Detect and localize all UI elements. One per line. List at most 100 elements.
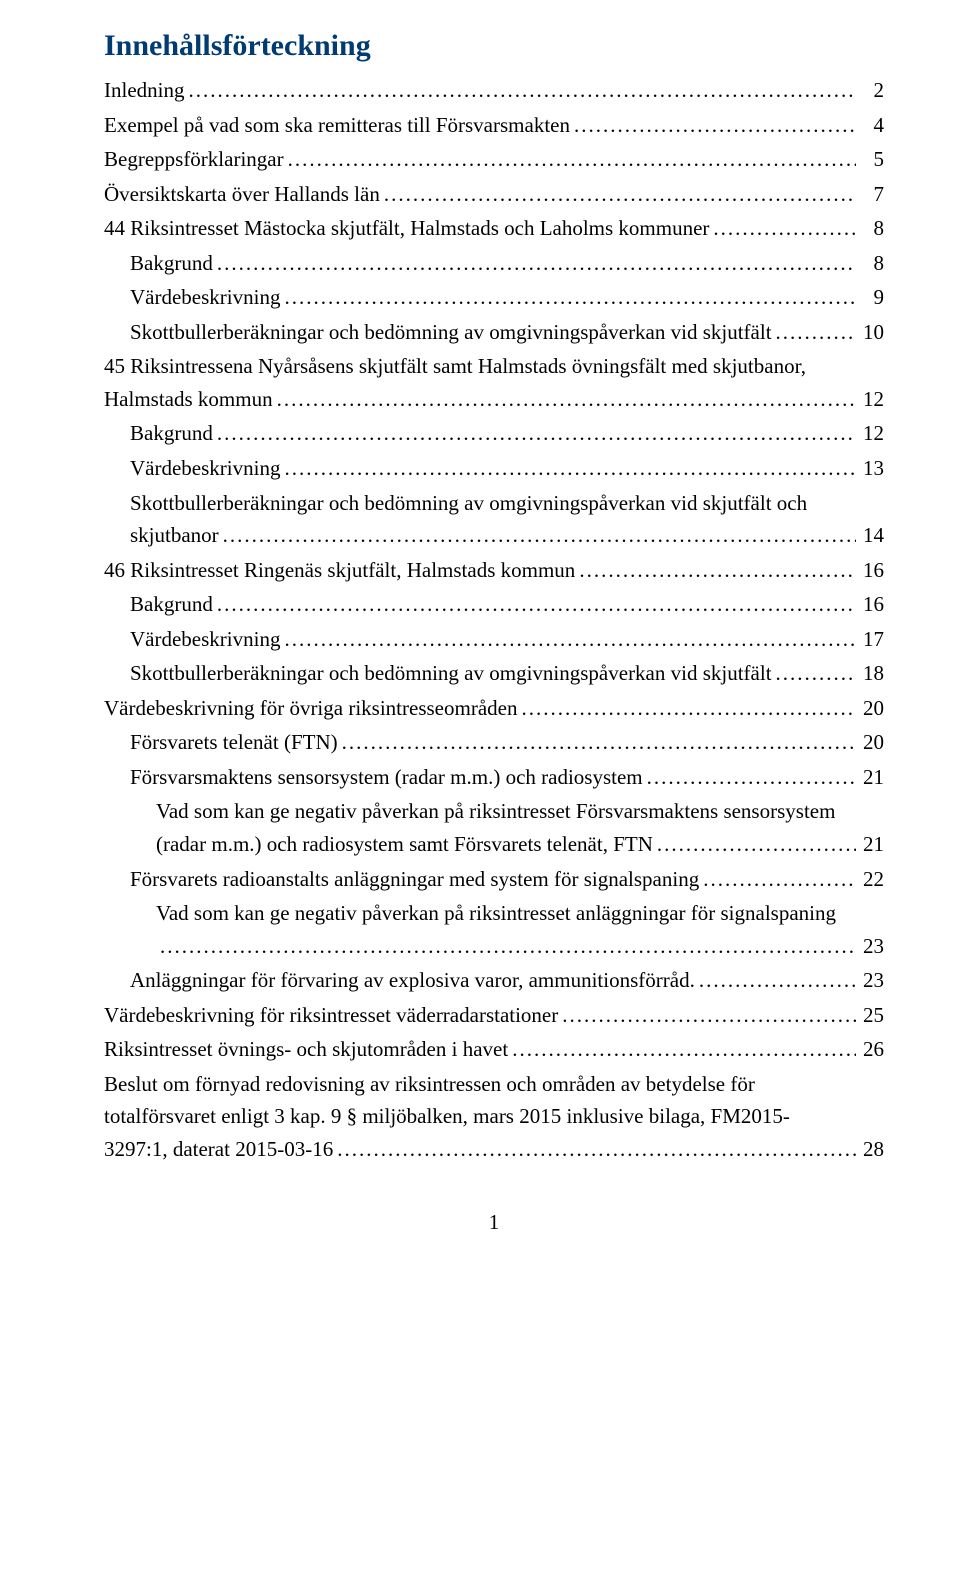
toc-entry-page: 8 (856, 247, 884, 280)
toc-entry: Värdebeskrivning 17 (104, 623, 884, 656)
toc-entry: Inledning2 (104, 74, 884, 107)
toc-entry-page: 20 (856, 726, 884, 759)
toc-entry-page: 23 (856, 964, 884, 997)
toc-entry: Värdebeskrivning 9 (104, 281, 884, 314)
toc-leader (213, 247, 856, 280)
toc-entry-label: skjutbanor (130, 519, 219, 552)
toc-title: Innehållsförteckning (104, 28, 884, 64)
toc-entry-page: 12 (856, 417, 884, 450)
toc-entry-page: 25 (856, 999, 884, 1032)
toc-leader (280, 623, 856, 656)
toc-entry-page: 16 (856, 588, 884, 621)
toc-list: Inledning2Exempel på vad som ska remitte… (104, 74, 884, 1166)
toc-entry: Vad som kan ge negativ påverkan på riksi… (104, 795, 884, 860)
toc-entry-page: 17 (856, 623, 884, 656)
toc-entry-page: 22 (856, 863, 884, 896)
toc-leader (558, 999, 856, 1032)
toc-entry-page: 21 (856, 828, 884, 861)
toc-entry-page: 9 (856, 281, 884, 314)
toc-leader (213, 417, 856, 450)
toc-entry-label: Beslut om förnyad redovisning av riksint… (104, 1068, 884, 1101)
toc-entry-label: Försvarsmaktens sensorsystem (radar m.m.… (130, 761, 643, 794)
toc-entry: Anläggningar för förvaring av explosiva … (104, 964, 884, 997)
toc-leader (280, 281, 856, 314)
toc-leader (709, 212, 856, 245)
toc-entry-page: 16 (856, 554, 884, 587)
toc-entry-label: Bakgrund (130, 247, 213, 280)
toc-entry-page: 12 (856, 383, 884, 416)
toc-leader (772, 657, 856, 690)
toc-entry-page: 8 (856, 212, 884, 245)
toc-entry-label: Riksintresset övnings- och skjutområden … (104, 1033, 508, 1066)
page-number: 1 (104, 1210, 884, 1235)
toc-entry-label: Översiktskarta över Hallands län (104, 178, 380, 211)
toc-leader (284, 143, 856, 176)
toc-entry-label: Begreppsförklaringar (104, 143, 284, 176)
toc-entry-label: 45 Riksintressena Nyårsåsens skjutfält s… (104, 350, 884, 383)
toc-leader (280, 452, 856, 485)
toc-entry-label: Försvarets telenät (FTN) (130, 726, 338, 759)
toc-entry-page: 4 (856, 109, 884, 142)
toc-entry: 46 Riksintresset Ringenäs skjutfält, Hal… (104, 554, 884, 587)
toc-entry: Försvarets telenät (FTN) 20 (104, 726, 884, 759)
toc-leader (184, 74, 856, 107)
toc-entry-page: 28 (856, 1133, 884, 1166)
toc-entry-page: 23 (856, 930, 884, 963)
toc-entry: Bakgrund 8 (104, 247, 884, 280)
toc-entry-label: Värdebeskrivning för övriga riksintresse… (104, 692, 517, 725)
toc-entry-label: Bakgrund (130, 588, 213, 621)
toc-entry: Värdebeskrivning för övriga riksintresse… (104, 692, 884, 725)
toc-entry-label: Värdebeskrivning (130, 281, 280, 314)
toc-entry-page: 5 (856, 143, 884, 176)
toc-leader (338, 726, 856, 759)
toc-leader (772, 316, 856, 349)
toc-leader (219, 519, 856, 552)
toc-entry: Exempel på vad som ska remitteras till F… (104, 109, 884, 142)
toc-entry-label: Värdebeskrivning (130, 452, 280, 485)
toc-entry: Skottbullerberäkningar och bedömning av … (104, 316, 884, 349)
toc-entry-label: 44 Riksintresset Mästocka skjutfält, Hal… (104, 212, 709, 245)
toc-leader (156, 930, 856, 963)
toc-leader (653, 828, 856, 861)
toc-entry-page: 13 (856, 452, 884, 485)
toc-entry-label: Försvarets radioanstalts anläggningar me… (130, 863, 699, 896)
toc-entry: Skottbullerberäkningar och bedömning av … (104, 657, 884, 690)
toc-leader (643, 761, 856, 794)
toc-leader (575, 554, 856, 587)
toc-entry-page: 10 (856, 316, 884, 349)
toc-entry: Bakgrund 16 (104, 588, 884, 621)
toc-entry-page: 2 (856, 74, 884, 107)
toc-leader (517, 692, 856, 725)
toc-entry-label: Vad som kan ge negativ påverkan på riksi… (156, 897, 884, 930)
toc-entry: 45 Riksintressena Nyårsåsens skjutfält s… (104, 350, 884, 415)
toc-leader (333, 1133, 856, 1166)
toc-leader (570, 109, 856, 142)
toc-entry: Skottbullerberäkningar och bedömning av … (104, 487, 884, 552)
toc-entry-label: Värdebeskrivning (130, 623, 280, 656)
toc-entry-label: Skottbullerberäkningar och bedömning av … (130, 657, 772, 690)
toc-entry-label: Skottbullerberäkningar och bedömning av … (130, 316, 772, 349)
toc-entry: Värdebeskrivning 13 (104, 452, 884, 485)
toc-entry-page: 26 (856, 1033, 884, 1066)
toc-entry: Värdebeskrivning för riksintresset väder… (104, 999, 884, 1032)
toc-entry-page: 7 (856, 178, 884, 211)
toc-entry-label: Värdebeskrivning för riksintresset väder… (104, 999, 558, 1032)
toc-entry-label: Skottbullerberäkningar och bedömning av … (130, 487, 884, 520)
toc-entry: 44 Riksintresset Mästocka skjutfält, Hal… (104, 212, 884, 245)
toc-entry: Begreppsförklaringar 5 (104, 143, 884, 176)
toc-entry-page: 20 (856, 692, 884, 725)
toc-entry-label: (radar m.m.) och radiosystem samt Försva… (156, 828, 653, 861)
toc-leader (699, 863, 856, 896)
toc-entry: Försvarets radioanstalts anläggningar me… (104, 863, 884, 896)
toc-entry-label: 46 Riksintresset Ringenäs skjutfält, Hal… (104, 554, 575, 587)
toc-entry-label: Vad som kan ge negativ påverkan på riksi… (156, 795, 884, 828)
toc-entry: Försvarsmaktens sensorsystem (radar m.m.… (104, 761, 884, 794)
toc-entry: Översiktskarta över Hallands län 7 (104, 178, 884, 211)
toc-entry: Riksintresset övnings- och skjutområden … (104, 1033, 884, 1066)
toc-entry: Bakgrund12 (104, 417, 884, 450)
toc-leader (273, 383, 856, 416)
toc-entry-label: totalförsvaret enligt 3 kap. 9 § miljöba… (104, 1100, 884, 1133)
toc-entry-page: 21 (856, 761, 884, 794)
toc-entry-label: Halmstads kommun (104, 383, 273, 416)
toc-entry-label: Exempel på vad som ska remitteras till F… (104, 109, 570, 142)
